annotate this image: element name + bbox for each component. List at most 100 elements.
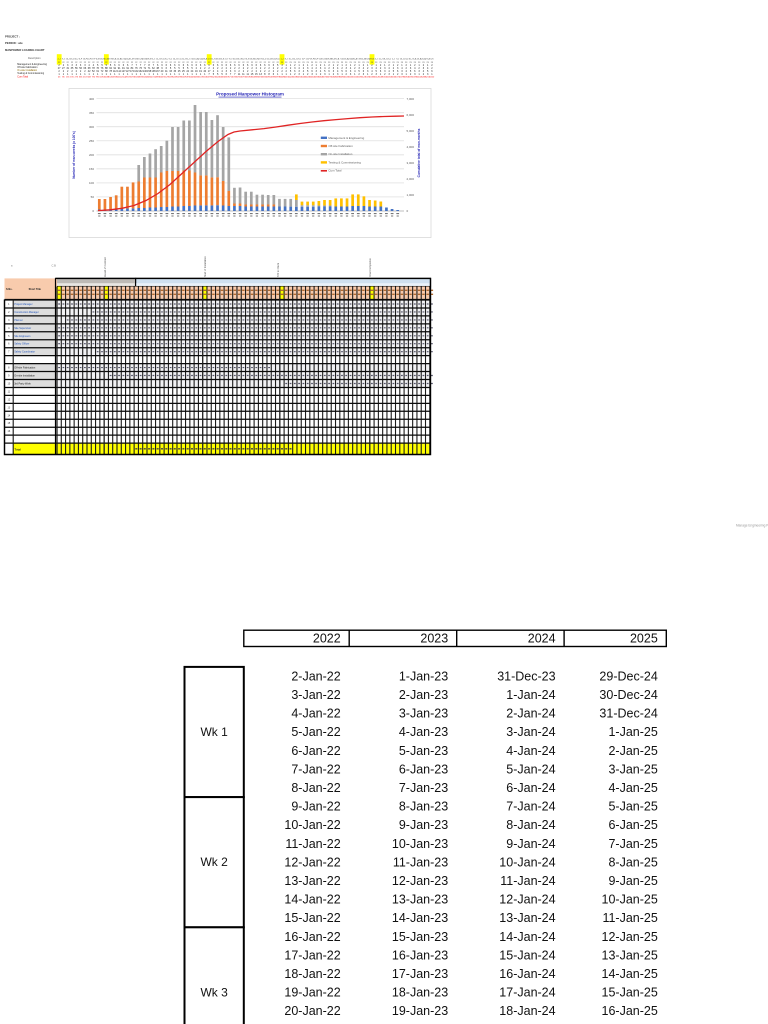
svg-text:2: 2 bbox=[316, 67, 318, 70]
svg-text:14-Jan-22: 14-Jan-22 bbox=[284, 893, 340, 907]
svg-text:1: 1 bbox=[110, 73, 112, 76]
svg-text:1: 1 bbox=[204, 73, 206, 76]
svg-text:6028: 6028 bbox=[292, 77, 297, 79]
svg-text:22: 22 bbox=[101, 62, 104, 64]
svg-text:1: 1 bbox=[354, 73, 356, 76]
svg-text:5: 5 bbox=[376, 70, 378, 73]
svg-text:2-Jan-25: 2-Jan-25 bbox=[608, 744, 657, 758]
svg-text:138: 138 bbox=[151, 70, 156, 73]
svg-text:5940: 5940 bbox=[262, 77, 267, 79]
svg-text:26-F: 26-F bbox=[314, 59, 319, 61]
svg-text:71: 71 bbox=[143, 67, 146, 70]
svg-text:5-Jan-24: 5-Jan-24 bbox=[506, 762, 555, 776]
svg-text:13-M: 13-M bbox=[100, 59, 105, 61]
svg-text:26-J: 26-J bbox=[164, 59, 168, 61]
svg-text:15-Jan-25: 15-Jan-25 bbox=[602, 986, 658, 1000]
svg-text:22: 22 bbox=[247, 62, 250, 64]
svg-text:2: 2 bbox=[84, 70, 86, 73]
svg-text:6: 6 bbox=[431, 70, 433, 73]
svg-text:5711: 5711 bbox=[228, 77, 233, 79]
svg-text:Wk 3: Wk 3 bbox=[200, 985, 228, 999]
svg-text:23: 23 bbox=[371, 62, 374, 64]
svg-text:172: 172 bbox=[130, 70, 135, 73]
svg-text:3: 3 bbox=[324, 73, 326, 76]
svg-text:3: 3 bbox=[388, 73, 390, 76]
svg-text:24-J: 24-J bbox=[181, 59, 185, 61]
svg-text:22: 22 bbox=[122, 62, 125, 64]
svg-text:62: 62 bbox=[152, 67, 155, 70]
svg-text:4: 4 bbox=[298, 67, 300, 70]
svg-text:23: 23 bbox=[431, 62, 434, 64]
svg-text:1: 1 bbox=[367, 64, 369, 67]
svg-text:2: 2 bbox=[354, 67, 356, 70]
svg-text:11-Jan-24: 11-Jan-24 bbox=[500, 874, 555, 888]
svg-text:31: 31 bbox=[66, 67, 69, 70]
svg-text:790: 790 bbox=[92, 77, 96, 79]
svg-text:16-Jan-24: 16-Jan-24 bbox=[499, 967, 555, 981]
svg-text:6: 6 bbox=[363, 70, 365, 73]
svg-text:6160: 6160 bbox=[387, 77, 392, 79]
svg-text:6064: 6064 bbox=[318, 77, 323, 79]
svg-text:2: 2 bbox=[260, 70, 262, 73]
svg-text:22: 22 bbox=[114, 62, 117, 64]
svg-text:3: 3 bbox=[384, 67, 386, 70]
svg-text:5189: 5189 bbox=[168, 77, 173, 79]
svg-text:3: 3 bbox=[298, 70, 300, 73]
svg-text:4: 4 bbox=[388, 67, 390, 70]
svg-text:22: 22 bbox=[165, 62, 168, 64]
svg-text:23: 23 bbox=[414, 62, 417, 64]
svg-text:On-site Installation: On-site Installation bbox=[14, 375, 35, 378]
svg-text:3-Jan-25: 3-Jan-25 bbox=[608, 762, 657, 776]
svg-text:1928: 1928 bbox=[112, 77, 117, 79]
svg-text:146: 146 bbox=[143, 70, 148, 73]
svg-text:22: 22 bbox=[225, 62, 228, 64]
svg-text:2: 2 bbox=[268, 70, 270, 73]
svg-text:35: 35 bbox=[71, 67, 74, 70]
svg-text:Off-site Fabrication: Off-site Fabrication bbox=[17, 66, 38, 69]
svg-text:190: 190 bbox=[70, 77, 74, 79]
svg-text:1: 1 bbox=[290, 64, 292, 67]
svg-text:2: 2 bbox=[333, 73, 335, 76]
svg-text:127: 127 bbox=[121, 70, 126, 73]
svg-text:Cumulative total of man-months: Cumulative total of man-months bbox=[417, 128, 421, 177]
svg-text:13-Jan-22: 13-Jan-22 bbox=[284, 874, 340, 888]
svg-text:31-Dec-24: 31-Dec-24 bbox=[599, 707, 657, 721]
svg-text:1: 1 bbox=[8, 303, 10, 306]
svg-text:6: 6 bbox=[166, 67, 168, 70]
svg-text:2: 2 bbox=[238, 67, 240, 70]
svg-text:2: 2 bbox=[273, 70, 275, 73]
svg-text:2: 2 bbox=[234, 67, 236, 70]
svg-text:19: 19 bbox=[195, 70, 198, 73]
svg-text:22: 22 bbox=[199, 62, 202, 64]
svg-text:4986: 4986 bbox=[155, 77, 160, 79]
svg-text:2: 2 bbox=[384, 73, 386, 76]
svg-text:5347: 5347 bbox=[181, 77, 186, 79]
svg-text:4: 4 bbox=[401, 67, 403, 70]
svg-text:18-Jan-23: 18-Jan-23 bbox=[392, 986, 448, 1000]
svg-text:6088: 6088 bbox=[335, 77, 340, 79]
svg-text:15-Jan-22: 15-Jan-22 bbox=[284, 911, 340, 925]
svg-text:1: 1 bbox=[393, 73, 395, 76]
svg-text:2: 2 bbox=[264, 67, 266, 70]
svg-text:6: 6 bbox=[114, 64, 116, 67]
svg-text:1: 1 bbox=[144, 73, 146, 76]
svg-text:22: 22 bbox=[217, 62, 220, 64]
svg-text:22: 22 bbox=[195, 62, 198, 64]
svg-text:1: 1 bbox=[410, 64, 412, 67]
svg-text:22: 22 bbox=[97, 62, 100, 64]
svg-text:22: 22 bbox=[187, 62, 190, 64]
svg-text:2: 2 bbox=[226, 67, 228, 70]
svg-text:2: 2 bbox=[431, 67, 433, 70]
svg-text:2: 2 bbox=[367, 67, 369, 70]
svg-text:1: 1 bbox=[178, 73, 180, 76]
svg-text:135: 135 bbox=[66, 77, 70, 79]
svg-text:5: 5 bbox=[106, 64, 108, 67]
svg-text:5,000: 5,000 bbox=[407, 129, 415, 133]
svg-text:31-J: 31-J bbox=[186, 59, 190, 61]
svg-text:9: 9 bbox=[8, 375, 10, 378]
svg-text:4: 4 bbox=[93, 64, 95, 67]
svg-text:13-N: 13-N bbox=[250, 59, 255, 61]
svg-text:23-A: 23-A bbox=[348, 58, 353, 61]
svg-text:61: 61 bbox=[96, 70, 99, 73]
svg-text:3: 3 bbox=[234, 70, 236, 73]
